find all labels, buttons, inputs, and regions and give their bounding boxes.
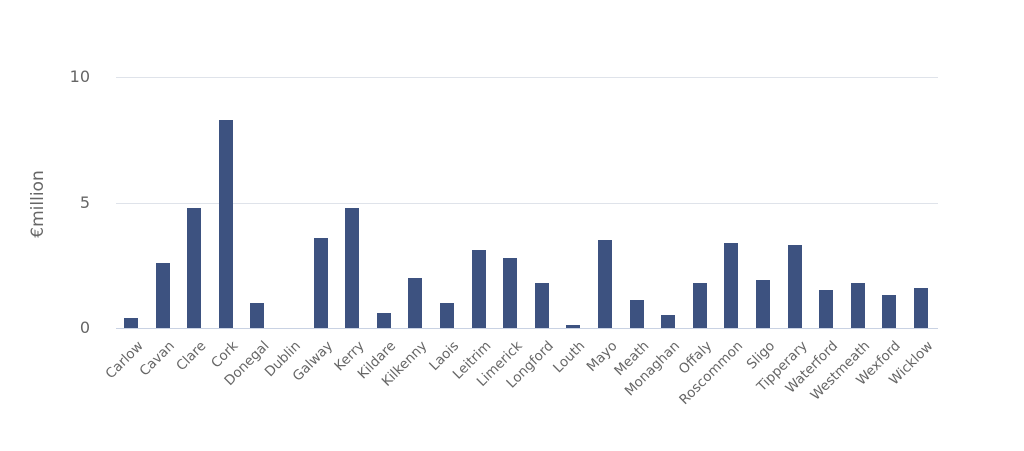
bar-mayo xyxy=(598,240,612,328)
bar-wexford xyxy=(882,295,897,328)
y-tick-label: 10 xyxy=(69,67,90,86)
y-tick-label: 0 xyxy=(79,318,90,337)
bar-galway xyxy=(313,237,328,328)
bar-cavan xyxy=(155,262,170,328)
bar-tipperary xyxy=(787,245,802,328)
bar-cork xyxy=(218,119,233,328)
bar-kilkenny xyxy=(408,277,423,328)
bar-kildare xyxy=(376,312,391,328)
bar-westmeath xyxy=(850,282,865,328)
bar-louth xyxy=(566,325,581,328)
bar-carlow xyxy=(124,317,138,328)
bar-leitrim xyxy=(471,250,486,328)
bar-limerick xyxy=(503,257,518,328)
x-tick-label: Carlow xyxy=(102,338,147,383)
bar-meath xyxy=(629,300,644,328)
bar-clare xyxy=(187,207,202,328)
bar-offaly xyxy=(692,282,707,328)
bar-waterford xyxy=(819,290,834,328)
bar-roscommon xyxy=(724,242,739,328)
gridline xyxy=(116,77,938,78)
bar-donegal xyxy=(250,302,265,328)
bar-laois xyxy=(440,302,454,328)
y-tick-label: 5 xyxy=(79,192,90,212)
bar-monaghan xyxy=(661,315,676,328)
y-axis-label: €million xyxy=(28,170,48,238)
bar-wicklow xyxy=(914,287,928,328)
x-axis-line xyxy=(116,328,938,329)
bar-kerry xyxy=(345,207,360,328)
x-tick-label: Louth xyxy=(550,338,589,377)
gridline xyxy=(116,203,938,204)
x-tick-label: Clare xyxy=(173,338,210,375)
bar-longford xyxy=(534,282,549,328)
bar-sligo xyxy=(756,280,770,328)
